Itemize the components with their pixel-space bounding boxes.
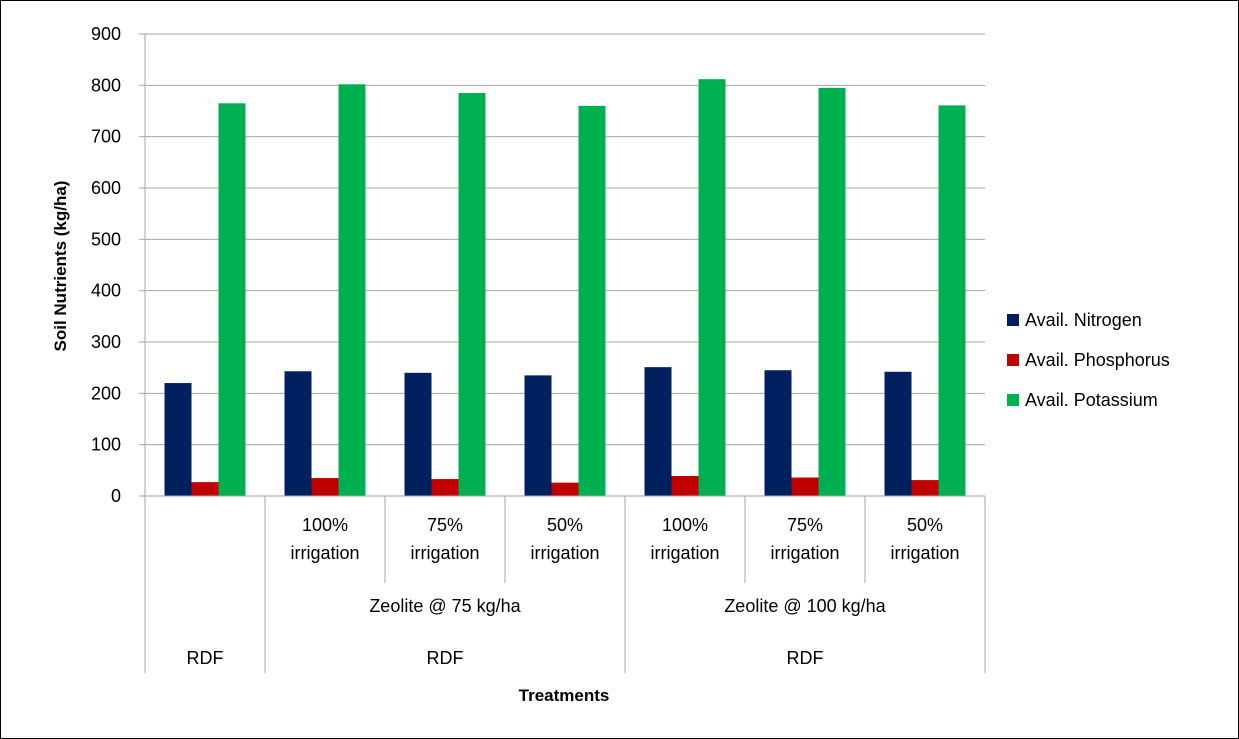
- x-category-label: 75%: [427, 515, 463, 535]
- axes: [139, 33, 985, 497]
- bar-nitrogen: [164, 383, 192, 496]
- bar-nitrogen: [404, 372, 432, 496]
- y-tick-label: 400: [91, 281, 121, 301]
- gridlines: [145, 33, 985, 446]
- x-axis-title: Treatments: [519, 686, 610, 705]
- bar-nitrogen: [764, 370, 792, 496]
- legend: Avail. Nitrogen Avail. Phosphorus Avail. P…: [1007, 310, 1170, 410]
- x-category-label: 100%: [302, 515, 348, 535]
- bar-phosphorus: [191, 482, 219, 496]
- x-group-label: Zeolite @ 100 kg/ha: [724, 596, 886, 616]
- y-tick-label: 800: [91, 75, 121, 95]
- legend-label: Avail. Nitrogen: [1025, 310, 1142, 330]
- y-tick-label: 600: [91, 178, 121, 198]
- x-category-labels: 100% irrigation 75% irrigation 50% irrigation…: [144, 496, 986, 673]
- y-tick-label: 100: [91, 435, 121, 455]
- bar-nitrogen: [524, 375, 552, 496]
- bar-phosphorus: [551, 482, 579, 496]
- x-category-label: irrigation: [290, 543, 359, 563]
- bar-potassium: [218, 103, 246, 497]
- bar-potassium: [338, 84, 366, 496]
- x-category-label: irrigation: [530, 543, 599, 563]
- x-category-label: 50%: [547, 515, 583, 535]
- bar-potassium: [938, 105, 966, 496]
- bar-potassium: [818, 87, 846, 497]
- x-category-label: 100%: [662, 515, 708, 535]
- y-tick-label: 700: [91, 127, 121, 147]
- bar-potassium: [698, 79, 726, 496]
- legend-swatch: [1007, 394, 1019, 406]
- bar-nitrogen: [284, 371, 312, 496]
- y-tick-label: 300: [91, 332, 121, 352]
- bar-phosphorus: [311, 478, 339, 496]
- legend-label: Avail. Potassium: [1025, 390, 1158, 410]
- x-category-label: irrigation: [410, 543, 479, 563]
- bar-phosphorus: [911, 480, 939, 496]
- x-category-label: 75%: [787, 515, 823, 535]
- legend-label: Avail. Phosphorus: [1025, 350, 1170, 370]
- x-category-label: irrigation: [770, 543, 839, 563]
- bar-phosphorus: [791, 477, 819, 496]
- x-group-label-outer: RDF: [427, 648, 464, 668]
- x-category-label: 50%: [907, 515, 943, 535]
- y-tick-label: 900: [91, 24, 121, 44]
- x-group-label: Zeolite @ 75 kg/ha: [369, 596, 521, 616]
- legend-swatch: [1007, 354, 1019, 366]
- legend-swatch: [1007, 314, 1019, 326]
- y-tick-label: 500: [91, 229, 121, 249]
- bar-nitrogen: [884, 371, 912, 496]
- y-tick-label: 0: [111, 486, 121, 506]
- bar-potassium: [578, 105, 606, 496]
- x-group-label-outer: RDF: [187, 648, 224, 668]
- bar-phosphorus: [671, 475, 699, 496]
- bar-potassium: [458, 93, 486, 497]
- bar-phosphorus: [431, 479, 459, 496]
- x-category-label: irrigation: [650, 543, 719, 563]
- x-category-label: irrigation: [890, 543, 959, 563]
- y-axis-title: Soil Nutrients (kg/ha): [51, 181, 70, 352]
- bar-nitrogen: [644, 367, 672, 496]
- x-group-label-outer: RDF: [787, 648, 824, 668]
- y-tick-labels: 0 100 200 300 400 500 600 700 800 900: [91, 24, 121, 506]
- y-tick-label: 200: [91, 383, 121, 403]
- bars: [164, 79, 966, 497]
